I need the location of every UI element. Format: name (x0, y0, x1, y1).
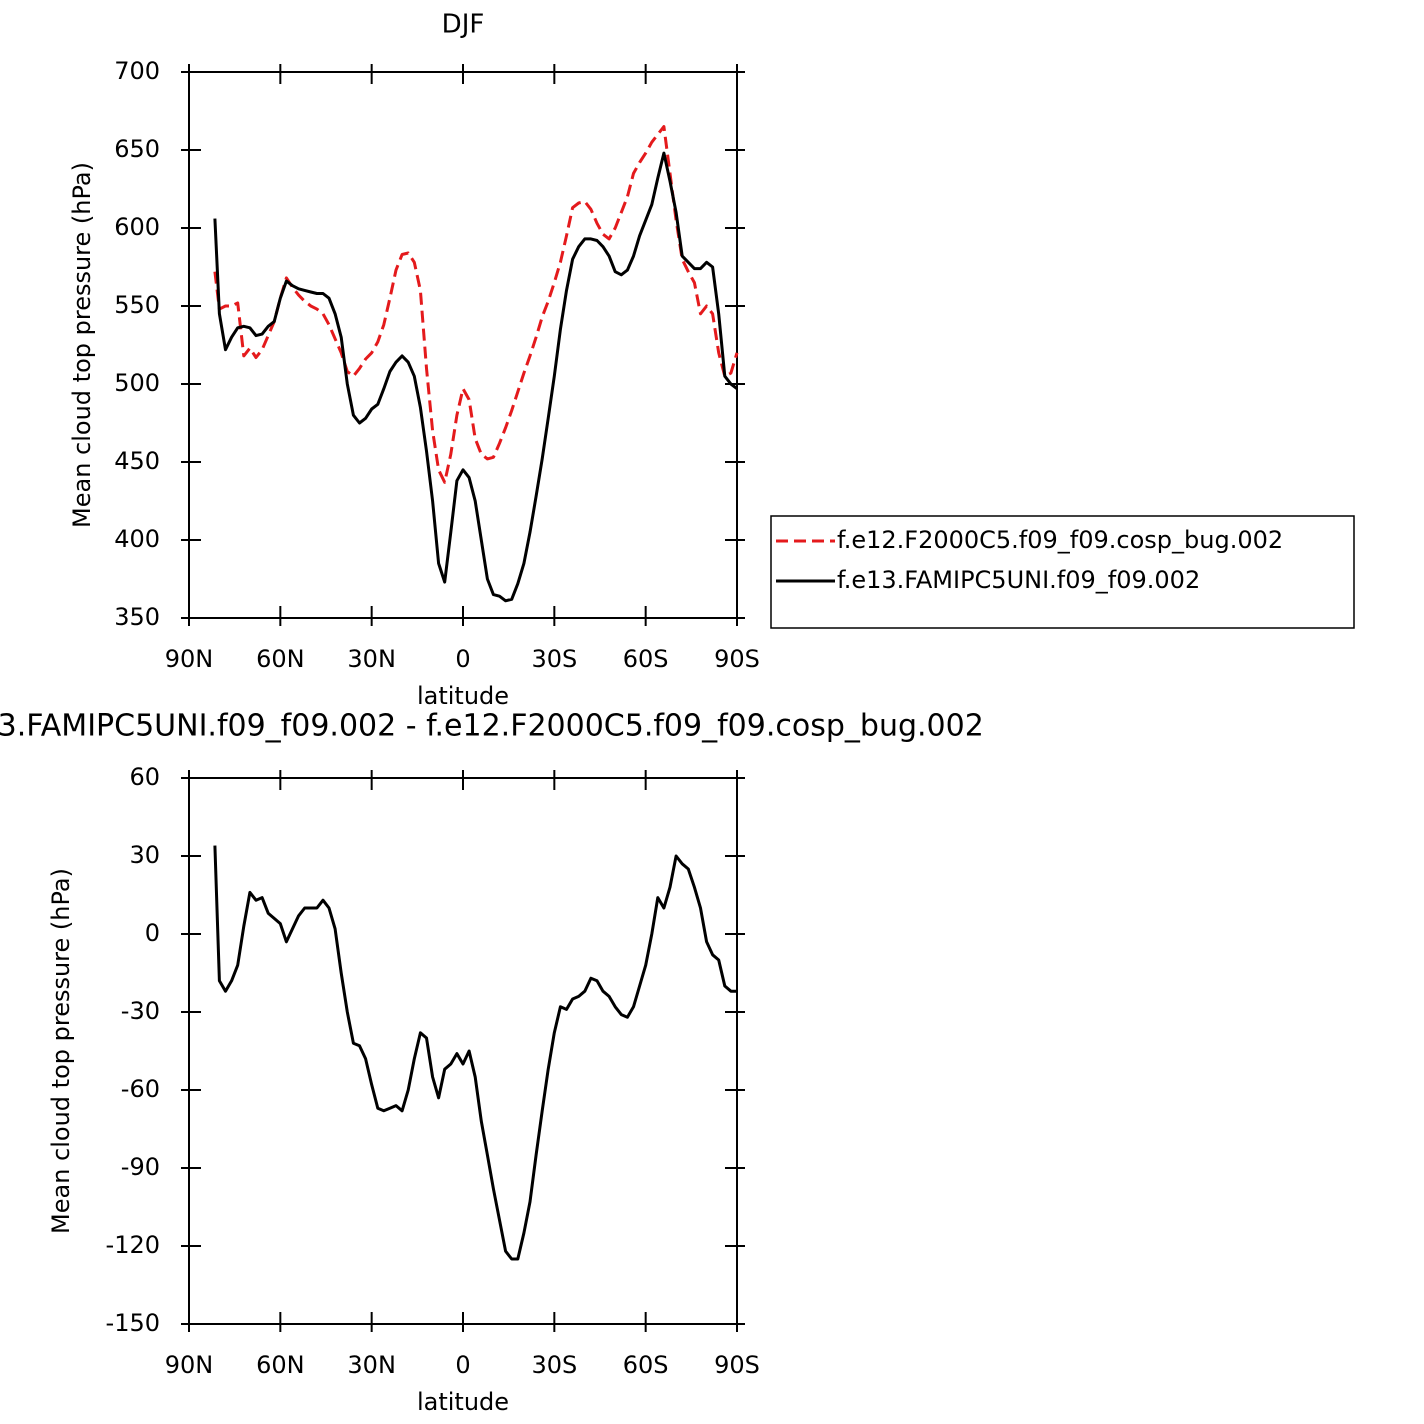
x-tick-label: 30S (531, 645, 577, 673)
y-tick-label: 550 (114, 291, 160, 319)
x-tick-label: 30S (531, 1351, 577, 1379)
y-tick-label: -60 (121, 1075, 160, 1103)
x-tick-label: 30N (347, 1351, 396, 1379)
data-line (213, 125, 739, 484)
x-tick-label: 90S (714, 645, 760, 673)
y-tick-label: -120 (106, 1231, 160, 1259)
chart-title: DJF (442, 10, 485, 40)
y-axis-label: Mean cloud top pressure (hPa) (68, 162, 96, 528)
plot-frame (188, 777, 738, 1325)
legend-label: f.e12.F2000C5.f09_f09.cosp_bug.002 (837, 526, 1283, 554)
y-tick-label: -30 (121, 997, 160, 1025)
x-tick-label: 60S (623, 645, 669, 673)
x-tick-label: 90S (714, 1351, 760, 1379)
y-tick-label: 650 (114, 135, 160, 163)
y-tick-label: 450 (114, 447, 160, 475)
y-tick-label: 500 (114, 369, 160, 397)
x-tick-label: 60N (256, 1351, 305, 1379)
y-tick-label: -90 (121, 1153, 160, 1181)
data-line (213, 151, 738, 603)
plot-frame (188, 71, 738, 619)
legend-box (770, 515, 1355, 629)
y-tick-label: 30 (129, 841, 160, 869)
x-tick-label: 0 (455, 645, 470, 673)
y-tick-label: 700 (114, 57, 160, 85)
x-tick-label: 90N (165, 1351, 214, 1379)
y-tick-label: 0 (145, 919, 160, 947)
x-tick-label: 0 (455, 1351, 470, 1379)
x-tick-label: 60N (256, 645, 305, 673)
x-tick-label: 90N (165, 645, 214, 673)
y-tick-label: 60 (129, 763, 160, 791)
data-line (213, 845, 737, 1261)
x-tick-label: 60S (623, 1351, 669, 1379)
x-axis-label: latitude (417, 1388, 509, 1416)
legend-label: f.e13.FAMIPC5UNI.f09_f09.002 (837, 566, 1200, 594)
y-tick-label: -150 (106, 1309, 160, 1337)
y-tick-label: 600 (114, 213, 160, 241)
chart-title: f.e13.FAMIPC5UNI.f09_f09.002 - f.e12.F20… (0, 709, 984, 744)
y-tick-label: 400 (114, 525, 160, 553)
y-axis-label: Mean cloud top pressure (hPa) (47, 868, 75, 1234)
x-axis-label: latitude (417, 682, 509, 710)
x-tick-label: 30N (347, 645, 396, 673)
y-tick-label: 350 (114, 603, 160, 631)
